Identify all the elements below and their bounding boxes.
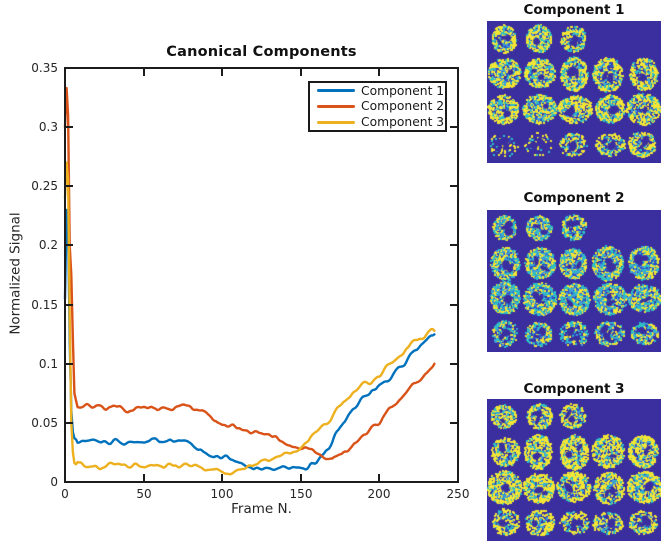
chart-title: Canonical Components (166, 44, 357, 60)
y-tick-label: 0.1 (39, 357, 58, 371)
x-tick-label: 0 (61, 487, 69, 501)
x-axis-label: Frame N. (231, 501, 292, 517)
series-line-1 (63, 208, 436, 472)
series-line-2 (63, 86, 436, 461)
y-tick-label: 0.3 (39, 120, 58, 134)
x-tick-label: 150 (290, 487, 313, 501)
brain-montage-component-1 (487, 21, 661, 163)
y-tick-label: 0 (50, 475, 58, 489)
series-line-3 (63, 161, 436, 476)
panel-title-component-1: Component 1 (523, 2, 625, 18)
x-tick-label: 50 (136, 487, 151, 501)
chart-legend: Component 1 Component 2 Component 3 (308, 81, 447, 132)
y-tick-label: 0.05 (31, 416, 58, 430)
y-tick-label: 0.15 (31, 298, 58, 312)
x-tick-label: 100 (211, 487, 234, 501)
y-tick-label: 0.35 (31, 61, 58, 75)
legend-entry-2: Component 2 (310, 99, 445, 114)
legend-line-sample (317, 120, 355, 124)
brain-montage-component-2 (487, 210, 661, 352)
y-tick-label: 0.25 (31, 179, 58, 193)
panel-title-component-2: Component 2 (523, 190, 625, 206)
brain-montage-component-3 (487, 399, 661, 541)
legend-entry-1: Component 1 (310, 83, 445, 98)
legend-line-sample (317, 104, 355, 108)
legend-label: Component 1 (361, 83, 445, 98)
y-tick-label: 0.2 (39, 238, 58, 252)
x-tick-label: 200 (368, 487, 391, 501)
y-axis-label: Normalized Signal (7, 212, 24, 335)
legend-label: Component 2 (361, 99, 445, 114)
legend-entry-3: Component 3 (310, 115, 445, 130)
x-tick-label: 250 (447, 487, 470, 501)
panel-title-component-3: Component 3 (523, 381, 625, 397)
legend-line-sample (317, 89, 355, 93)
axes-box (64, 67, 459, 483)
legend-label: Component 3 (361, 115, 445, 130)
